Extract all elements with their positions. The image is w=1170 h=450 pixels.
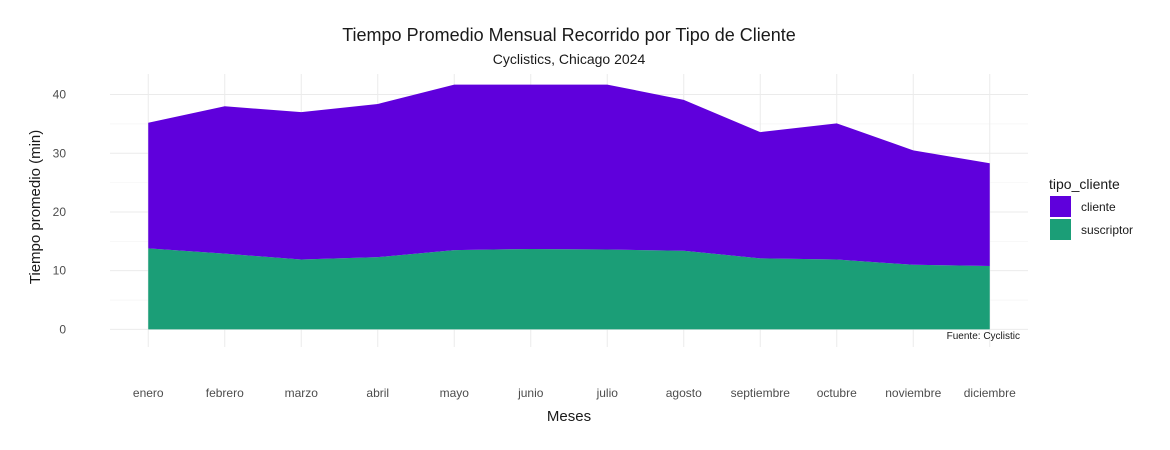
- legend-swatch-suscriptor: [1050, 219, 1071, 240]
- x-tick-label: marzo: [285, 386, 319, 400]
- x-tick-label: octubre: [817, 386, 857, 400]
- legend-title: tipo_cliente: [1049, 176, 1120, 192]
- legend: tipo_cliente cliente suscriptor: [1049, 176, 1133, 240]
- x-axis-title: Meses: [547, 408, 591, 425]
- y-tick-label: 0: [59, 322, 66, 336]
- x-tick-label: septiembre: [731, 386, 791, 400]
- x-tick-label: abril: [366, 386, 389, 400]
- x-tick-label: agosto: [666, 386, 702, 400]
- x-tick-label: mayo: [440, 386, 470, 400]
- x-tick-label: julio: [596, 386, 619, 400]
- chart-subtitle: Cyclistics, Chicago 2024: [493, 51, 646, 67]
- area-series: [148, 84, 990, 330]
- x-tick-label: enero: [133, 386, 164, 400]
- x-tick-label: junio: [517, 386, 544, 400]
- y-tick-label: 10: [53, 264, 67, 278]
- x-tick-label: diciembre: [964, 386, 1016, 400]
- y-axis-ticks: 0 10 20 30 40: [53, 88, 67, 337]
- legend-swatch-cliente: [1050, 196, 1071, 217]
- x-axis-ticks: enero febrero marzo abril mayo junio julio agos…: [133, 386, 1016, 400]
- y-tick-label: 40: [53, 88, 67, 102]
- y-tick-label: 20: [53, 205, 67, 219]
- legend-label-cliente: cliente: [1081, 200, 1116, 214]
- chart-title: Tiempo Promedio Mensual Recorrido por Ti…: [342, 25, 796, 45]
- legend-label-suscriptor: suscriptor: [1081, 223, 1133, 237]
- x-tick-label: noviembre: [885, 386, 941, 400]
- y-tick-label: 30: [53, 146, 67, 160]
- legend-items: cliente suscriptor: [1050, 196, 1133, 240]
- area-cliente: [148, 84, 990, 266]
- y-axis-title: Tiempo promedio (min): [27, 130, 44, 285]
- x-tick-label: febrero: [206, 386, 244, 400]
- area-suscriptor: [148, 248, 990, 330]
- chart-caption: Fuente: Cyclistic: [947, 331, 1020, 342]
